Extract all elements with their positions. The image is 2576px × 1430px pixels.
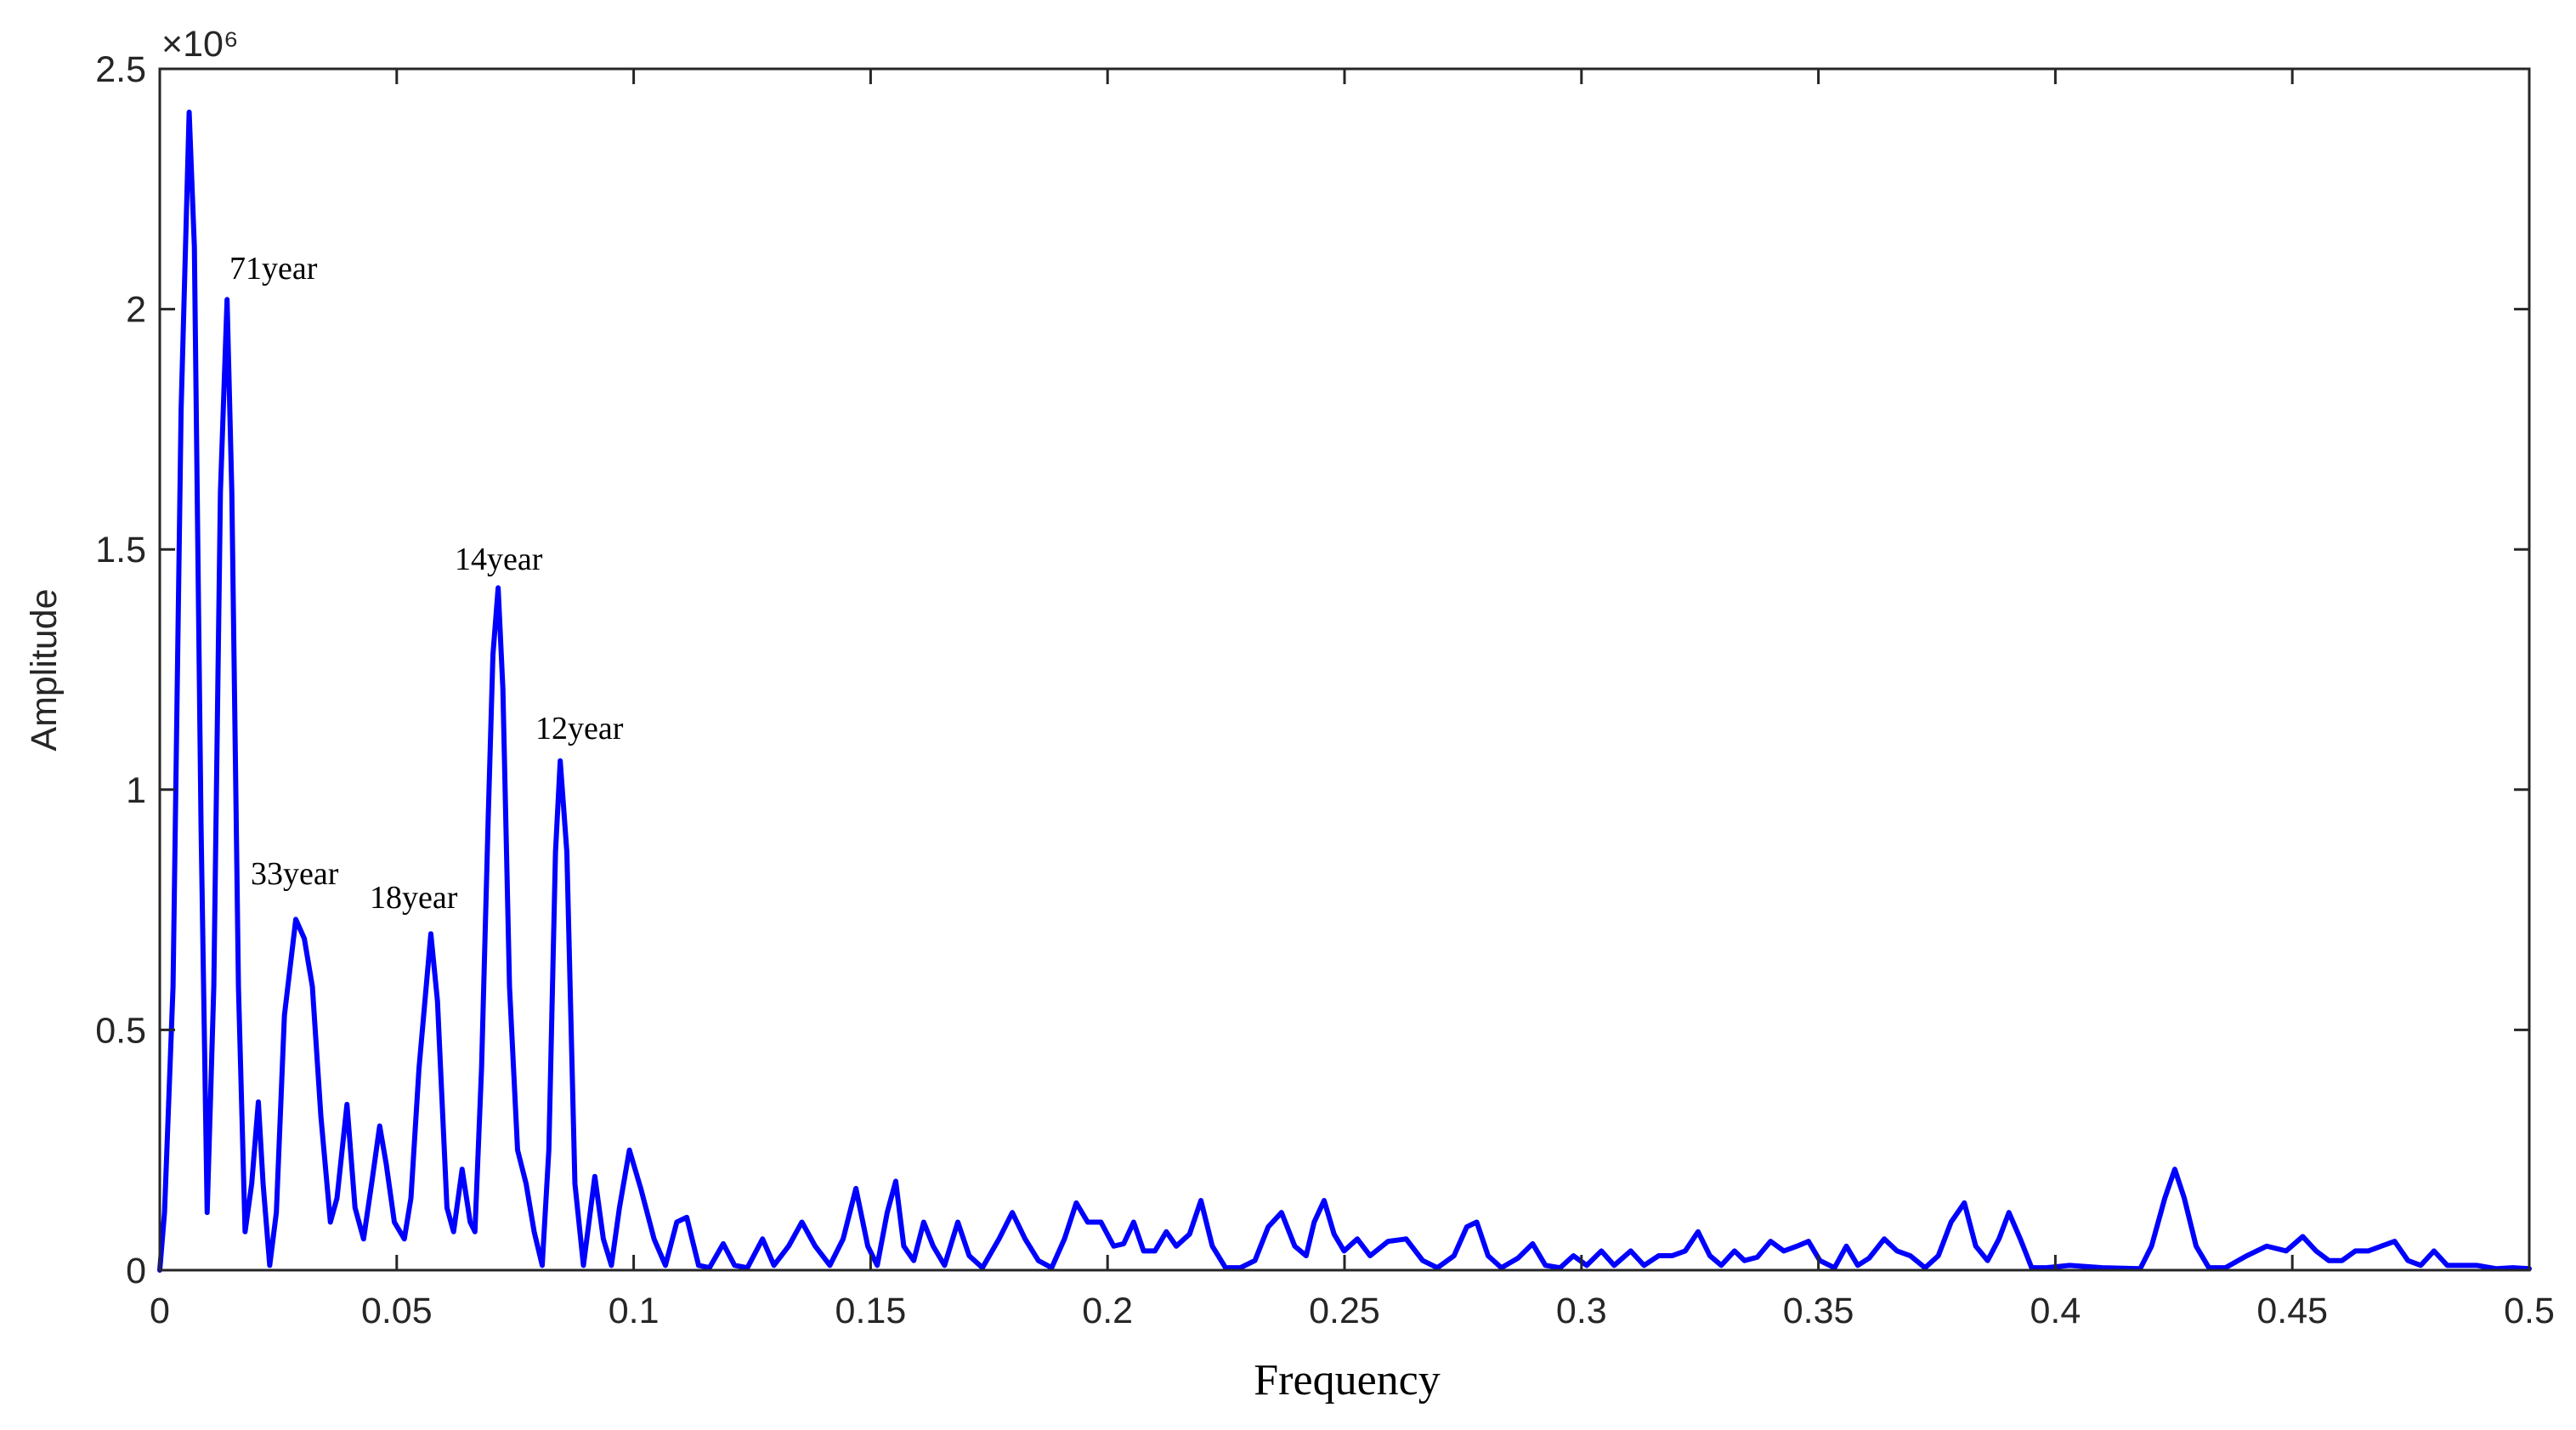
y-tick-label: 0.5 bbox=[95, 1010, 146, 1051]
x-tick-label: 0.35 bbox=[1783, 1291, 1854, 1331]
y-multiplier: ×10⁶ bbox=[161, 24, 239, 65]
peak-annotation: 18year bbox=[370, 880, 458, 916]
y-tick-label: 0 bbox=[126, 1251, 146, 1291]
y-tick-label: 2.5 bbox=[95, 49, 146, 90]
x-tick-label: 0.15 bbox=[835, 1291, 907, 1331]
x-tick-label: 0.05 bbox=[361, 1291, 433, 1331]
spectrum-line bbox=[157, 109, 2532, 1273]
y-axis-label: Amplitude bbox=[24, 588, 65, 751]
x-tick-label: 0.25 bbox=[1309, 1291, 1380, 1331]
y-tick-label: 1.5 bbox=[95, 530, 146, 570]
x-axis-label: Frequency bbox=[1254, 1356, 1440, 1404]
peak-annotation: 12year bbox=[535, 711, 624, 746]
x-tick-label: 0.5 bbox=[2504, 1291, 2555, 1331]
y-tick-label: 2 bbox=[126, 290, 146, 331]
x-tick-label: 0.45 bbox=[2256, 1291, 2328, 1331]
x-tick-label: 0.4 bbox=[2030, 1291, 2081, 1331]
x-tick-label: 0.3 bbox=[1556, 1291, 1607, 1331]
peak-annotation: 71year bbox=[229, 251, 318, 287]
x-tick-label: 0.1 bbox=[609, 1291, 660, 1331]
peak-annotation: 33year bbox=[251, 856, 339, 892]
y-tick-label: 1 bbox=[126, 770, 146, 811]
peak-annotation: 14year bbox=[455, 542, 543, 577]
x-tick-label: 0.2 bbox=[1082, 1291, 1133, 1331]
x-tick-label: 0 bbox=[150, 1291, 170, 1331]
